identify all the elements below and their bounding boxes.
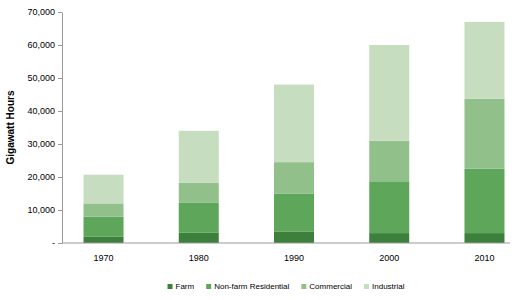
bar-segment [274,231,314,243]
tick: 20,000 [27,172,62,182]
tick: 30,000 [27,139,62,149]
bar-segment [464,169,504,233]
tick-label: 70,000 [27,7,55,17]
bar-segment [179,131,219,183]
tick-label: 40,000 [27,106,55,116]
bar-segment [274,194,314,232]
bar-segment [369,45,409,141]
axis-title: Gigawatt Hours [5,90,16,164]
bar-segment [464,99,504,169]
bar-segment [84,217,124,237]
tick-label: 10,000 [27,205,55,215]
tick: 60,000 [27,40,62,50]
legend-label: Non-farm Residential [214,282,289,291]
tick-label: 2000 [379,253,399,263]
tick-mark [58,210,62,211]
legend-item: Farm [168,282,195,291]
legend-swatch [301,284,306,289]
series [84,22,505,204]
tick: 2010 [474,243,494,263]
tick-mark [58,177,62,178]
legend-item: Commercial [301,282,352,291]
tick-mark [58,111,62,112]
bar-segment [369,233,409,243]
bar-segment [179,183,219,203]
tick-label: 50,000 [27,73,55,83]
tick: - [52,238,62,248]
legend-item: Industrial [364,282,405,291]
bar-segment [179,232,219,243]
bar-segment [464,22,504,99]
tick-label: 20,000 [27,172,55,182]
legend-item: Non-farm Residential [206,282,289,291]
tick-label: - [52,238,55,248]
tick: 1970 [94,243,114,263]
bars [84,22,505,243]
tick-label: 1990 [284,253,304,263]
tick-label: 60,000 [27,40,55,50]
tick-label: 1970 [94,253,114,263]
chart: - 10,000 20,000 30,000 40,000 50,000 60,000 70,… [0,0,514,300]
x-axis: 1970 1980 1990 2000 2010 [62,243,510,263]
tick-mark [58,243,62,244]
tick-mark [58,78,62,79]
bar-segment [464,233,504,243]
bar-segment [179,202,219,232]
legend: Farm Non-farm Residential Commercial Indust… [168,282,405,291]
tick: 50,000 [27,73,62,83]
tick: 70,000 [27,7,62,17]
bar-segment [84,175,124,204]
axis-line [62,243,510,244]
legend-swatch [364,284,369,289]
tick-label: 1980 [189,253,209,263]
tick-label: 30,000 [27,139,55,149]
bar-segment [274,85,314,163]
y-axis: - 10,000 20,000 30,000 40,000 50,000 60,000 70,… [27,7,62,248]
tick: 1980 [189,243,209,263]
tick-label: 2010 [474,253,494,263]
bar-segment [369,141,409,182]
series [84,231,505,243]
bar-segment [84,236,124,243]
tick: 1990 [284,243,304,263]
tick: 2000 [379,243,399,263]
tick-mark [58,45,62,46]
axis-line [62,13,63,244]
legend-label: Industrial [372,282,405,291]
legend-label: Farm [176,282,195,291]
legend-label: Commercial [309,282,352,291]
legend-swatch [206,284,211,289]
bar-segment [84,203,124,216]
tick: 40,000 [27,106,62,116]
bar-segment [369,181,409,233]
bar-segment [274,162,314,193]
tick-mark [58,144,62,145]
tick: 10,000 [27,205,62,215]
tick-mark [58,12,62,13]
legend-swatch [168,284,173,289]
